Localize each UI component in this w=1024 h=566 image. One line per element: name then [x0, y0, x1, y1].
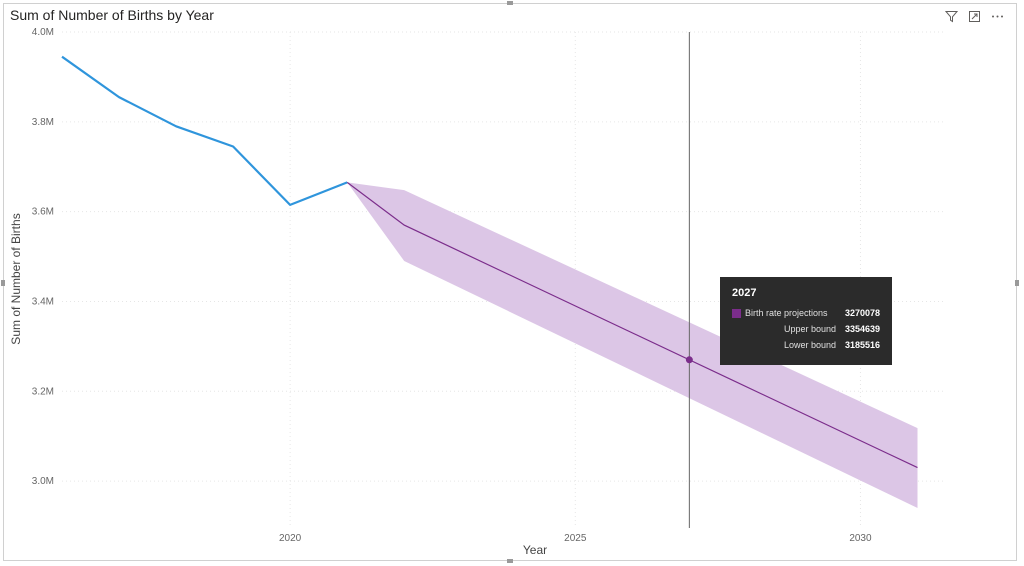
data-point-projection[interactable] [914, 465, 920, 471]
visual-header-icons [944, 9, 1004, 23]
tooltip-label: Birth rate projections [745, 308, 828, 318]
series-line-historical [61, 55, 348, 206]
chart-title: Sum of Number of Births by Year [10, 7, 214, 23]
projection-confidence-band [347, 182, 918, 508]
more-options-icon[interactable] [990, 9, 1004, 23]
chart-plot[interactable]: 3.0M 3.2M 3.4M 3.6M 3.8M 4.0M 2020 2025 2030 Ye… [4, 4, 1018, 562]
legend-swatch [732, 308, 741, 318]
y-tick-label: 3.6M [32, 207, 54, 218]
y-tick-label: 3.0M [32, 476, 54, 487]
resize-handle-bottom[interactable] [507, 559, 513, 563]
tooltip-value: 3185516 [844, 340, 880, 350]
hover-data-point[interactable] [685, 356, 693, 364]
filter-icon[interactable] [944, 9, 958, 23]
y-tick-label: 4.0M [32, 27, 54, 38]
y-tick-label: 3.8M [32, 117, 54, 128]
tooltip-row-upper-bound: Upper bound 3354639 [732, 321, 880, 337]
tooltip-value: 3270078 [844, 308, 880, 318]
data-point-historical[interactable] [287, 202, 293, 208]
x-tick-label: 2030 [849, 533, 872, 544]
resize-handle-right[interactable] [1015, 280, 1019, 286]
data-point-projection[interactable] [401, 222, 407, 228]
tooltip-label: Lower bound [783, 340, 836, 350]
series-line-birth-rate-projections [346, 181, 918, 469]
resize-handle-left[interactable] [1, 280, 5, 286]
resize-handle-top[interactable] [507, 1, 513, 5]
tooltip-year: 2027 [732, 287, 757, 299]
y-axis-title: Sum of Number of Births [9, 213, 23, 344]
data-point-historical[interactable] [173, 123, 179, 129]
data-point-historical[interactable] [59, 54, 65, 60]
x-axis-ticks: 2020 2025 2030 [279, 533, 872, 544]
tooltip-row-projection: Birth rate projections 3270078 [732, 305, 880, 321]
y-tick-label: 3.4M [32, 296, 54, 307]
x-tick-label: 2025 [564, 533, 587, 544]
data-point-projection[interactable] [344, 179, 350, 185]
x-tick-label: 2020 [279, 533, 302, 544]
x-axis-title: Year [523, 543, 547, 557]
tooltip-label: Upper bound [783, 324, 836, 334]
data-point-historical[interactable] [230, 144, 236, 150]
tooltip-value: 3354639 [844, 324, 880, 334]
tooltip-row-lower-bound: Lower bound 3185516 [732, 337, 880, 353]
tooltip: 2027 Birth rate projections 3270078 Uppe… [720, 277, 892, 365]
focus-mode-icon[interactable] [967, 9, 981, 23]
y-tick-label: 3.2M [32, 386, 54, 397]
data-point-historical[interactable] [116, 94, 122, 100]
y-axis-ticks: 3.0M 3.2M 3.4M 3.6M 3.8M 4.0M [32, 27, 54, 487]
